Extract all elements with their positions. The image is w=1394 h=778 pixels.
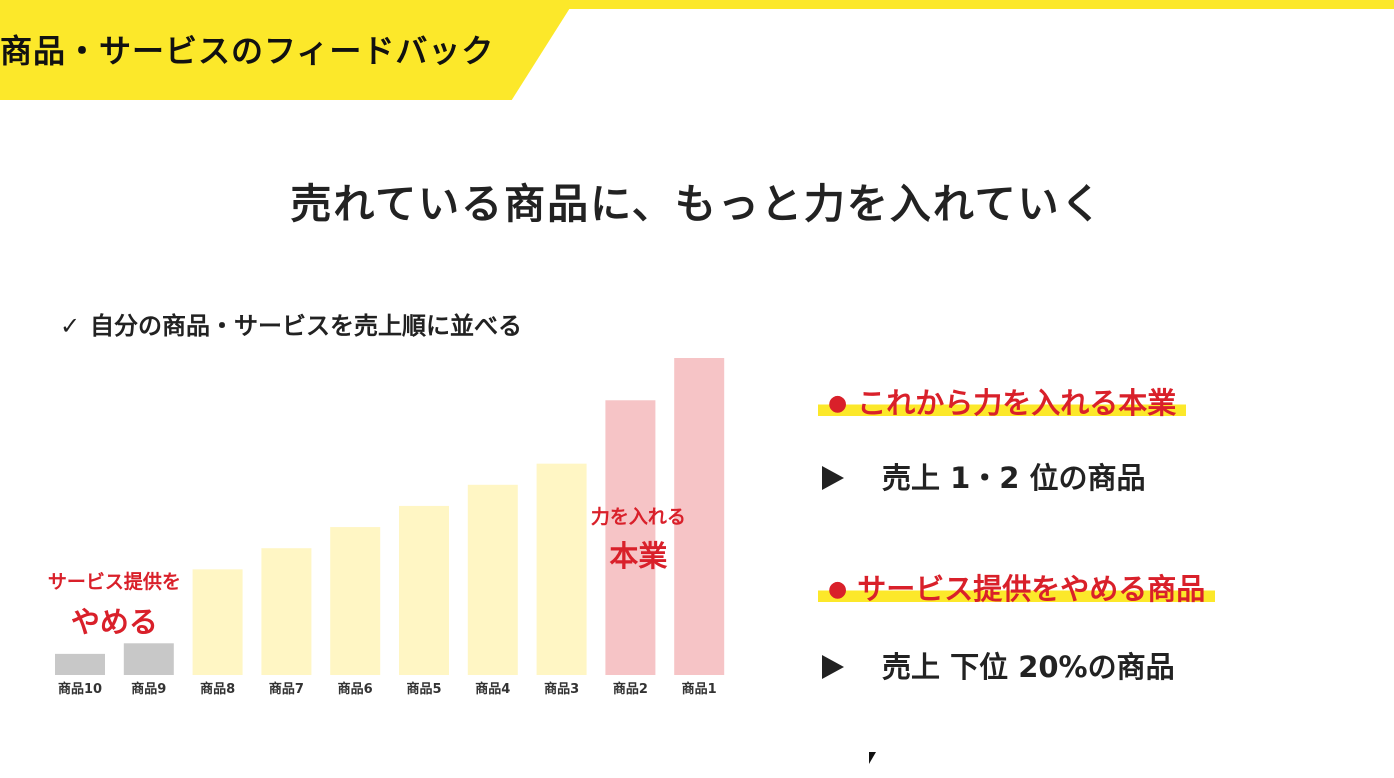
play-icon — [822, 466, 844, 490]
sales-bar-chart: 商品10 商品9 商品8 商品7 商品6 商品5 商品4 商品3 商品2 商品1 サービス提供をやめ… — [48, 358, 725, 697]
section-title-drop: サービス提供をやめる商品 — [857, 572, 1206, 606]
section-detail-drop-text: 売上 下位 20%の商品 — [882, 650, 1175, 684]
checklist-item: ✓ 自分の商品・サービスを売上順に並べる — [60, 306, 522, 341]
bar-label-商品2: 商品2 — [613, 681, 648, 697]
bar-商品1 — [674, 358, 725, 675]
page-title: 商品・サービスのフィードバック — [0, 32, 495, 70]
check-icon: ✓ — [60, 312, 81, 340]
bar-label-商品9: 商品9 — [131, 681, 166, 697]
section-detail-core-text: 売上 1・2 位の商品 — [882, 461, 1146, 495]
bar-商品5 — [399, 505, 449, 675]
bar-label-商品1: 商品1 — [682, 681, 717, 697]
annotation-core-line2: 本業 — [609, 539, 667, 573]
red-dot-icon: ● — [828, 391, 848, 416]
top-accent-strip — [0, 0, 1394, 9]
section-heading-drop: ● サービス提供をやめる商品 — [818, 566, 1216, 608]
bar-商品7 — [261, 548, 312, 675]
bar-商品6 — [330, 527, 381, 675]
play-icon — [822, 655, 844, 679]
bar-label-商品3: 商品3 — [544, 681, 579, 697]
header-banner — [0, 0, 575, 100]
section-title-core: これから力を入れる本業 — [857, 386, 1177, 420]
main-heading: 売れている商品に、もっと力を入れていく — [290, 180, 1104, 228]
bar-商品3 — [536, 463, 587, 675]
annotation-drop-line1: サービス提供を — [48, 570, 181, 593]
checklist-text: 自分の商品・サービスを売上順に並べる — [90, 312, 522, 340]
bar-商品4 — [467, 484, 518, 675]
bar-商品9 — [123, 643, 174, 675]
annotation-core-line1: 力を入れる — [591, 505, 686, 528]
section-detail-drop: 売上 下位 20%の商品 — [822, 644, 1175, 686]
annotation-drop-line2: やめる — [71, 605, 158, 639]
bar-商品8 — [192, 569, 243, 675]
bar-商品2 — [605, 400, 656, 675]
bar-label-商品6: 商品6 — [338, 681, 373, 697]
bar-label-商品7: 商品7 — [269, 681, 304, 697]
bar-label-商品4: 商品4 — [475, 681, 510, 697]
section-detail-core: 売上 1・2 位の商品 — [822, 455, 1146, 497]
bar-label-商品10: 商品10 — [58, 681, 102, 697]
bar-label-商品5: 商品5 — [406, 681, 441, 697]
bar-label-商品8: 商品8 — [200, 681, 235, 697]
section-heading-core: ● これから力を入れる本業 — [818, 380, 1187, 422]
red-dot-icon: ● — [828, 577, 848, 602]
mouse-cursor-icon — [869, 752, 876, 764]
bar-商品10 — [55, 653, 105, 675]
